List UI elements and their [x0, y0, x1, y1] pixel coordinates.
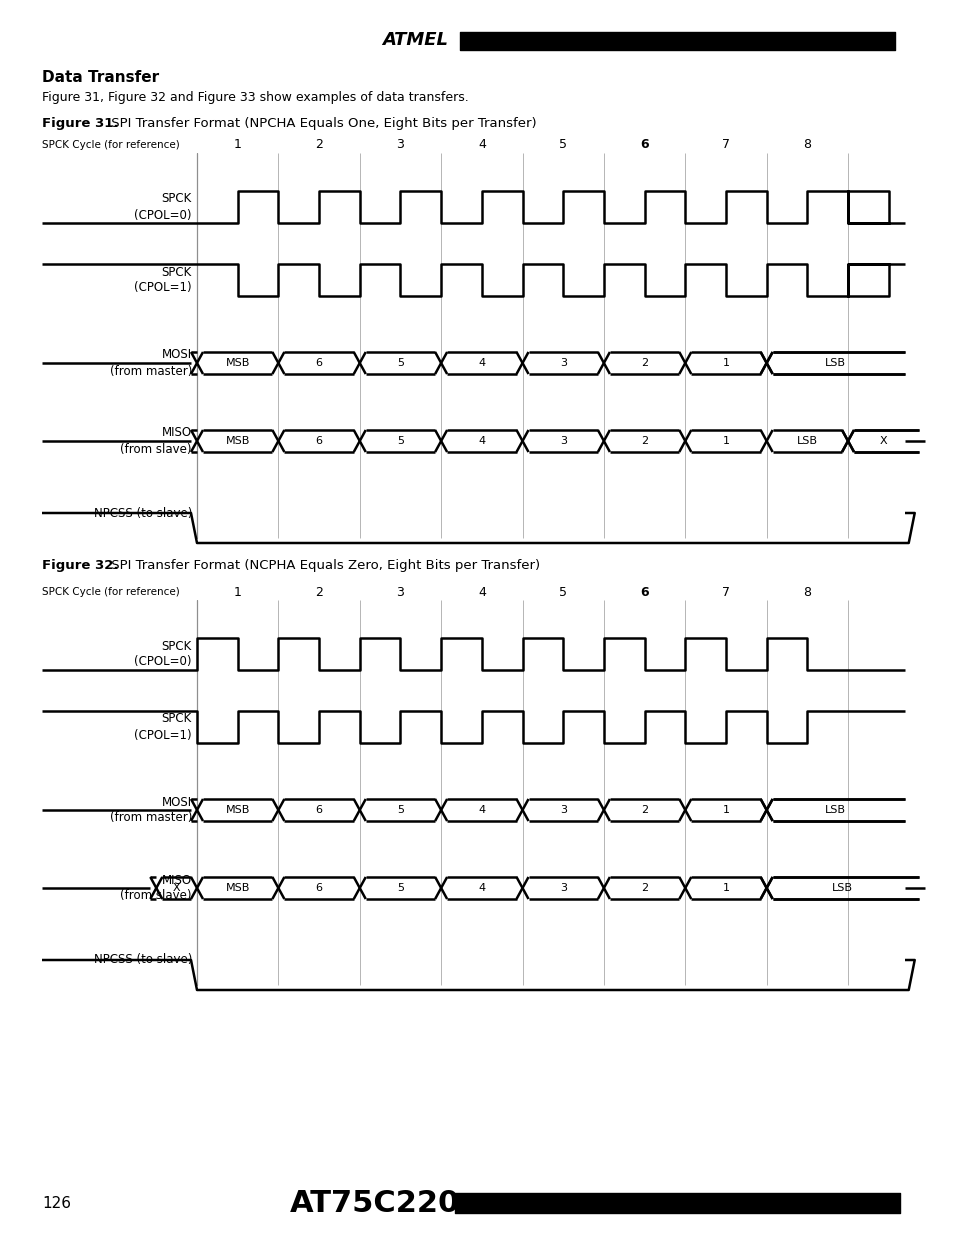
Text: 3: 3	[396, 585, 404, 599]
Text: NPCSS (to slave): NPCSS (to slave)	[93, 953, 192, 967]
Text: 5: 5	[396, 358, 403, 368]
Text: 6: 6	[639, 585, 648, 599]
Text: SPCK Cycle (for reference): SPCK Cycle (for reference)	[42, 587, 179, 597]
Text: LSB: LSB	[824, 805, 845, 815]
Text: 126: 126	[42, 1195, 71, 1210]
Text: 4: 4	[477, 138, 485, 152]
Text: SPCK: SPCK	[162, 640, 192, 652]
Text: (from master): (from master)	[110, 364, 192, 378]
Text: 3: 3	[559, 883, 566, 893]
Text: LSB: LSB	[796, 436, 817, 446]
Text: Figure 32.: Figure 32.	[42, 558, 118, 572]
Text: SPCK: SPCK	[162, 713, 192, 725]
Text: 5: 5	[396, 436, 403, 446]
Text: 3: 3	[559, 436, 566, 446]
Text: LSB: LSB	[824, 358, 845, 368]
Text: 3: 3	[559, 358, 566, 368]
Text: 1: 1	[233, 138, 241, 152]
Text: (from master): (from master)	[110, 811, 192, 825]
Text: 8: 8	[802, 585, 810, 599]
Text: LSB: LSB	[831, 883, 852, 893]
Text: ATMEL: ATMEL	[381, 31, 448, 49]
Text: 5: 5	[558, 138, 567, 152]
Text: SPCK Cycle (for reference): SPCK Cycle (for reference)	[42, 140, 179, 149]
Text: MSB: MSB	[225, 436, 250, 446]
Text: 6: 6	[315, 436, 322, 446]
Text: 5: 5	[558, 585, 567, 599]
Text: SPCK: SPCK	[162, 266, 192, 279]
Text: 4: 4	[477, 585, 485, 599]
Text: 2: 2	[640, 805, 647, 815]
Text: (from slave): (from slave)	[120, 442, 192, 456]
Text: 5: 5	[396, 805, 403, 815]
Text: 1: 1	[721, 883, 729, 893]
Text: MSB: MSB	[225, 883, 250, 893]
Text: 3: 3	[559, 805, 566, 815]
Text: MSB: MSB	[225, 358, 250, 368]
Text: 7: 7	[721, 138, 729, 152]
Text: 2: 2	[640, 358, 647, 368]
Text: 1: 1	[721, 436, 729, 446]
Text: X: X	[879, 436, 886, 446]
Text: 6: 6	[315, 883, 322, 893]
Text: MISO: MISO	[162, 426, 192, 440]
Text: 2: 2	[314, 138, 323, 152]
Text: MISO: MISO	[162, 873, 192, 887]
Text: 1: 1	[233, 585, 241, 599]
Text: MOSI: MOSI	[162, 348, 192, 362]
Text: 6: 6	[639, 138, 648, 152]
Text: SPI Transfer Format (NPCHA Equals One, Eight Bits per Transfer): SPI Transfer Format (NPCHA Equals One, E…	[107, 116, 536, 130]
Text: NPCSS (to slave): NPCSS (to slave)	[93, 506, 192, 520]
Text: 6: 6	[315, 358, 322, 368]
Text: MOSI: MOSI	[162, 795, 192, 809]
Text: 2: 2	[640, 883, 647, 893]
Text: 4: 4	[477, 358, 485, 368]
Text: 1: 1	[721, 805, 729, 815]
Text: (CPOL=0): (CPOL=0)	[134, 209, 192, 221]
Text: (CPOL=1): (CPOL=1)	[134, 729, 192, 741]
Text: (from slave): (from slave)	[120, 889, 192, 903]
Text: 8: 8	[802, 138, 810, 152]
Text: 2: 2	[314, 585, 323, 599]
Text: 1: 1	[721, 358, 729, 368]
Text: SPCK: SPCK	[162, 193, 192, 205]
Text: (CPOL=0): (CPOL=0)	[134, 656, 192, 668]
Text: MSB: MSB	[225, 805, 250, 815]
Text: 4: 4	[477, 805, 485, 815]
Text: Figure 31, Figure 32 and Figure 33 show examples of data transfers.: Figure 31, Figure 32 and Figure 33 show …	[42, 90, 468, 104]
Text: 2: 2	[640, 436, 647, 446]
Text: 7: 7	[721, 585, 729, 599]
Text: 6: 6	[315, 805, 322, 815]
Text: SPI Transfer Format (NCPHA Equals Zero, Eight Bits per Transfer): SPI Transfer Format (NCPHA Equals Zero, …	[107, 558, 539, 572]
Text: 4: 4	[477, 436, 485, 446]
Text: 5: 5	[396, 883, 403, 893]
Text: Data Transfer: Data Transfer	[42, 69, 159, 84]
Text: (CPOL=1): (CPOL=1)	[134, 282, 192, 294]
Text: Figure 31.: Figure 31.	[42, 116, 118, 130]
Text: 3: 3	[396, 138, 404, 152]
Text: X: X	[172, 883, 180, 893]
Text: AT75C220: AT75C220	[290, 1188, 459, 1218]
Text: 4: 4	[477, 883, 485, 893]
